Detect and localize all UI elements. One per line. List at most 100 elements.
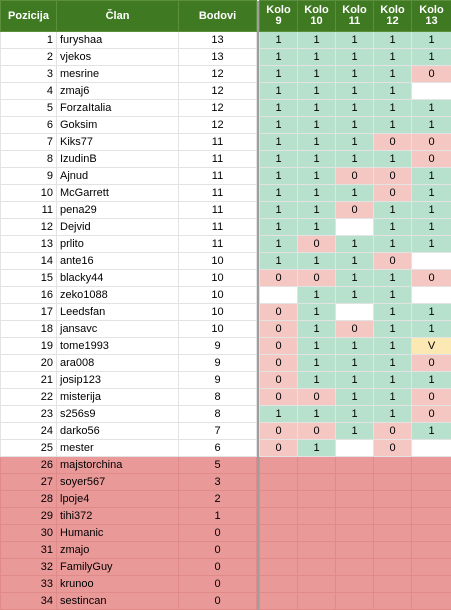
position-cell[interactable]: 13 [1,236,57,253]
round-10-cell[interactable] [298,508,336,525]
round-9-cell[interactable]: 1 [260,219,298,236]
round-13-cell[interactable]: 0 [412,134,451,151]
points-cell[interactable]: 10 [179,270,257,287]
round-10-cell[interactable]: 1 [298,287,336,304]
round-9-cell[interactable]: 0 [260,423,298,440]
points-cell[interactable]: 12 [179,83,257,100]
points-cell[interactable]: 3 [179,474,257,491]
member-cell[interactable]: s256s9 [57,406,179,423]
round-10-cell[interactable]: 0 [298,236,336,253]
points-cell[interactable]: 11 [179,134,257,151]
round-10-cell[interactable]: 1 [298,355,336,372]
round-10-cell[interactable] [298,474,336,491]
points-cell[interactable]: 10 [179,304,257,321]
member-cell[interactable]: misterija [57,389,179,406]
round-11-cell[interactable]: 1 [336,32,374,49]
round-9-cell[interactable]: 1 [260,49,298,66]
points-cell[interactable]: 11 [179,151,257,168]
round-12-cell[interactable]: 1 [374,66,412,83]
round-12-cell[interactable]: 1 [374,338,412,355]
round-12-cell[interactable]: 0 [374,185,412,202]
member-cell[interactable]: furyshaa [57,32,179,49]
points-cell[interactable]: 11 [179,236,257,253]
round-12-cell[interactable] [374,559,412,576]
round-13-cell[interactable] [412,440,451,457]
round-9-cell[interactable] [260,457,298,474]
round-9-cell[interactable]: 0 [260,389,298,406]
round-10-cell[interactable]: 1 [298,32,336,49]
round-12-cell[interactable]: 1 [374,389,412,406]
round-11-cell[interactable] [336,559,374,576]
round-11-cell[interactable]: 0 [336,321,374,338]
round-11-cell[interactable]: 1 [336,423,374,440]
position-cell[interactable]: 16 [1,287,57,304]
round-12-cell[interactable]: 1 [374,151,412,168]
round-11-cell[interactable]: 1 [336,287,374,304]
member-cell[interactable]: pena29 [57,202,179,219]
member-cell[interactable]: Dejvid [57,219,179,236]
round-13-cell[interactable] [412,525,451,542]
round-13-cell[interactable]: 0 [412,389,451,406]
position-cell[interactable]: 32 [1,559,57,576]
member-cell[interactable]: mesrine [57,66,179,83]
member-cell[interactable]: josip123 [57,372,179,389]
round-12-cell[interactable]: 0 [374,134,412,151]
position-cell[interactable]: 15 [1,270,57,287]
round-12-cell[interactable]: 1 [374,49,412,66]
points-cell[interactable]: 13 [179,32,257,49]
points-cell[interactable]: 6 [179,440,257,457]
round-11-cell[interactable]: 1 [336,270,374,287]
round-13-cell[interactable]: 1 [412,32,451,49]
position-cell[interactable]: 21 [1,372,57,389]
round-13-cell[interactable]: 1 [412,304,451,321]
round-9-cell[interactable]: 0 [260,372,298,389]
round-11-cell[interactable] [336,491,374,508]
round-10-cell[interactable]: 0 [298,270,336,287]
round-9-cell[interactable]: 1 [260,134,298,151]
round-10-cell[interactable]: 1 [298,66,336,83]
position-cell[interactable]: 8 [1,151,57,168]
round-10-cell[interactable]: 1 [298,100,336,117]
points-cell[interactable]: 7 [179,423,257,440]
round-13-cell[interactable] [412,508,451,525]
round-10-cell[interactable]: 1 [298,168,336,185]
round-11-cell[interactable] [336,525,374,542]
round-12-cell[interactable]: 1 [374,287,412,304]
round-13-cell[interactable]: 0 [412,355,451,372]
points-cell[interactable]: 12 [179,100,257,117]
position-cell[interactable]: 7 [1,134,57,151]
round-13-cell[interactable]: 1 [412,219,451,236]
points-cell[interactable]: 8 [179,406,257,423]
round-9-cell[interactable] [260,576,298,593]
round-9-cell[interactable]: 1 [260,32,298,49]
position-cell[interactable]: 9 [1,168,57,185]
position-cell[interactable]: 28 [1,491,57,508]
round-11-cell[interactable] [336,304,374,321]
points-cell[interactable]: 9 [179,338,257,355]
position-cell[interactable]: 17 [1,304,57,321]
round-11-cell[interactable] [336,542,374,559]
round-12-cell[interactable] [374,576,412,593]
position-cell[interactable]: 25 [1,440,57,457]
points-cell[interactable]: 0 [179,559,257,576]
member-cell[interactable]: blacky44 [57,270,179,287]
round-11-cell[interactable] [336,576,374,593]
round-10-cell[interactable]: 1 [298,219,336,236]
position-cell[interactable]: 12 [1,219,57,236]
member-cell[interactable]: ara008 [57,355,179,372]
member-cell[interactable]: zmajo [57,542,179,559]
position-cell[interactable]: 23 [1,406,57,423]
round-12-cell[interactable]: 1 [374,117,412,134]
round-13-cell[interactable] [412,491,451,508]
round-10-cell[interactable]: 1 [298,321,336,338]
member-cell[interactable]: darko56 [57,423,179,440]
round-9-cell[interactable]: 1 [260,253,298,270]
points-cell[interactable]: 11 [179,185,257,202]
position-cell[interactable]: 31 [1,542,57,559]
position-cell[interactable]: 11 [1,202,57,219]
round-11-cell[interactable]: 1 [336,185,374,202]
round-13-cell[interactable] [412,287,451,304]
round-9-cell[interactable]: 1 [260,185,298,202]
round-11-cell[interactable]: 1 [336,389,374,406]
member-cell[interactable]: Ajnud [57,168,179,185]
